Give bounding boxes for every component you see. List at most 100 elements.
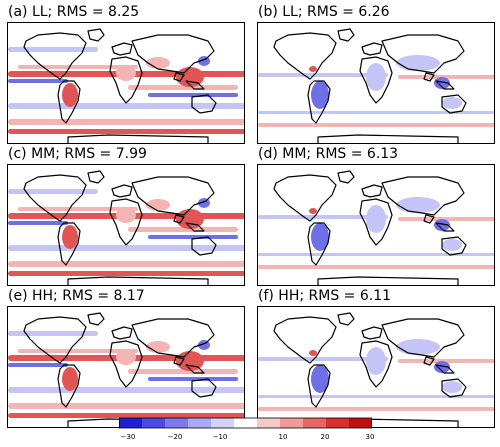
colorbar-frame: [119, 417, 372, 429]
coastline: [381, 176, 465, 216]
anomaly-blob: [366, 205, 386, 233]
coastline: [307, 222, 331, 266]
coastline: [87, 312, 105, 326]
anomaly-band: [8, 221, 68, 225]
anomaly-blob: [434, 77, 450, 89]
panel-title-d: (d) MM; RMS = 6.13: [258, 146, 399, 162]
anomaly-band: [8, 47, 98, 52]
panel-title-f: (f) HH; RMS = 6.11: [258, 288, 392, 304]
anomaly-band: [8, 387, 244, 393]
world-map: [258, 170, 494, 285]
anomaly-band: [8, 403, 244, 409]
anomaly-band: [8, 79, 68, 83]
colorbar-segment: [188, 418, 212, 428]
colorbar-segment: [142, 418, 166, 428]
anomaly-band: [18, 207, 138, 211]
anomaly-blob: [396, 55, 440, 71]
coastline: [87, 170, 105, 184]
anomaly-band: [148, 235, 238, 239]
world-map: [258, 28, 494, 143]
map-panel-f: [257, 306, 495, 428]
coastline: [337, 170, 355, 184]
anomaly-band: [8, 119, 244, 125]
anomaly-band: [258, 253, 494, 256]
coastline: [173, 356, 185, 366]
coastline: [435, 364, 455, 374]
coastline: [381, 318, 465, 358]
anomaly-blob: [311, 81, 329, 109]
coastline: [131, 34, 215, 74]
coastline: [441, 378, 467, 398]
anomaly-band: [128, 369, 238, 374]
coastline: [109, 56, 143, 104]
world-map: [8, 28, 244, 143]
world-map: [258, 312, 494, 427]
coastline: [361, 326, 383, 340]
coastline: [423, 72, 435, 82]
coastline: [131, 318, 215, 358]
coastline: [23, 316, 87, 364]
anomaly-band: [8, 271, 244, 276]
coastline: [381, 34, 465, 74]
anomaly-blob: [396, 197, 440, 213]
anomaly-band: [258, 265, 494, 269]
map-panel-b: [257, 22, 495, 144]
anomaly-band: [128, 85, 238, 90]
coastline: [23, 174, 87, 222]
coastline: [273, 316, 337, 364]
anomaly-band: [258, 123, 494, 127]
anomaly-blob: [366, 63, 386, 91]
coastline: [173, 214, 185, 224]
anomaly-band: [8, 413, 244, 418]
anomaly-blob: [116, 349, 136, 365]
anomaly-blob: [62, 367, 78, 391]
anomaly-band: [18, 65, 138, 69]
coastline: [109, 340, 143, 388]
anomaly-blob: [146, 341, 170, 353]
coastline: [173, 72, 185, 82]
coastline: [337, 28, 355, 42]
coastline: [423, 214, 435, 224]
anomaly-band: [258, 407, 494, 411]
anomaly-blob: [309, 66, 317, 72]
colorbar-segment: [303, 418, 327, 428]
coastline: [87, 28, 105, 42]
panel-title-a: (a) LL; RMS = 8.25: [8, 4, 140, 20]
panel-title-b: (b) LL; RMS = 6.26: [258, 4, 390, 20]
anomaly-band: [398, 359, 494, 363]
anomaly-band: [8, 129, 244, 134]
anomaly-blob: [442, 239, 462, 251]
anomaly-blob: [434, 219, 450, 231]
anomaly-blob: [176, 351, 204, 371]
anomaly-band: [8, 363, 68, 367]
colorbar-segment: [280, 418, 304, 428]
anomaly-blob: [309, 208, 317, 214]
coastline: [57, 364, 81, 408]
anomaly-band: [148, 93, 238, 97]
anomaly-band: [398, 75, 494, 79]
anomaly-band: [8, 261, 244, 267]
colorbar-segment: [165, 418, 189, 428]
coastline: [441, 236, 467, 256]
colorbar-tick-m30: −30: [120, 433, 136, 441]
map-panel-d: [257, 164, 495, 286]
colorbar-tick-10: 10: [278, 433, 288, 441]
anomaly-blob: [116, 207, 136, 223]
anomaly-band: [398, 217, 494, 221]
anomaly-band: [8, 245, 244, 251]
coastline: [359, 198, 393, 246]
anomaly-band: [258, 395, 494, 398]
anomaly-blob: [442, 97, 462, 109]
anomaly-band: [8, 331, 98, 336]
coastline: [273, 174, 337, 222]
anomaly-blob: [442, 381, 462, 393]
anomaly-band: [258, 73, 388, 77]
anomaly-blob: [396, 339, 440, 355]
coastline: [131, 176, 215, 216]
coastline: [361, 42, 383, 56]
coastline: [435, 80, 455, 90]
map-panel-a: [7, 22, 245, 144]
colorbar-tick-20: 20: [320, 433, 330, 441]
anomaly-band: [148, 377, 238, 381]
anomaly-band: [258, 111, 494, 114]
